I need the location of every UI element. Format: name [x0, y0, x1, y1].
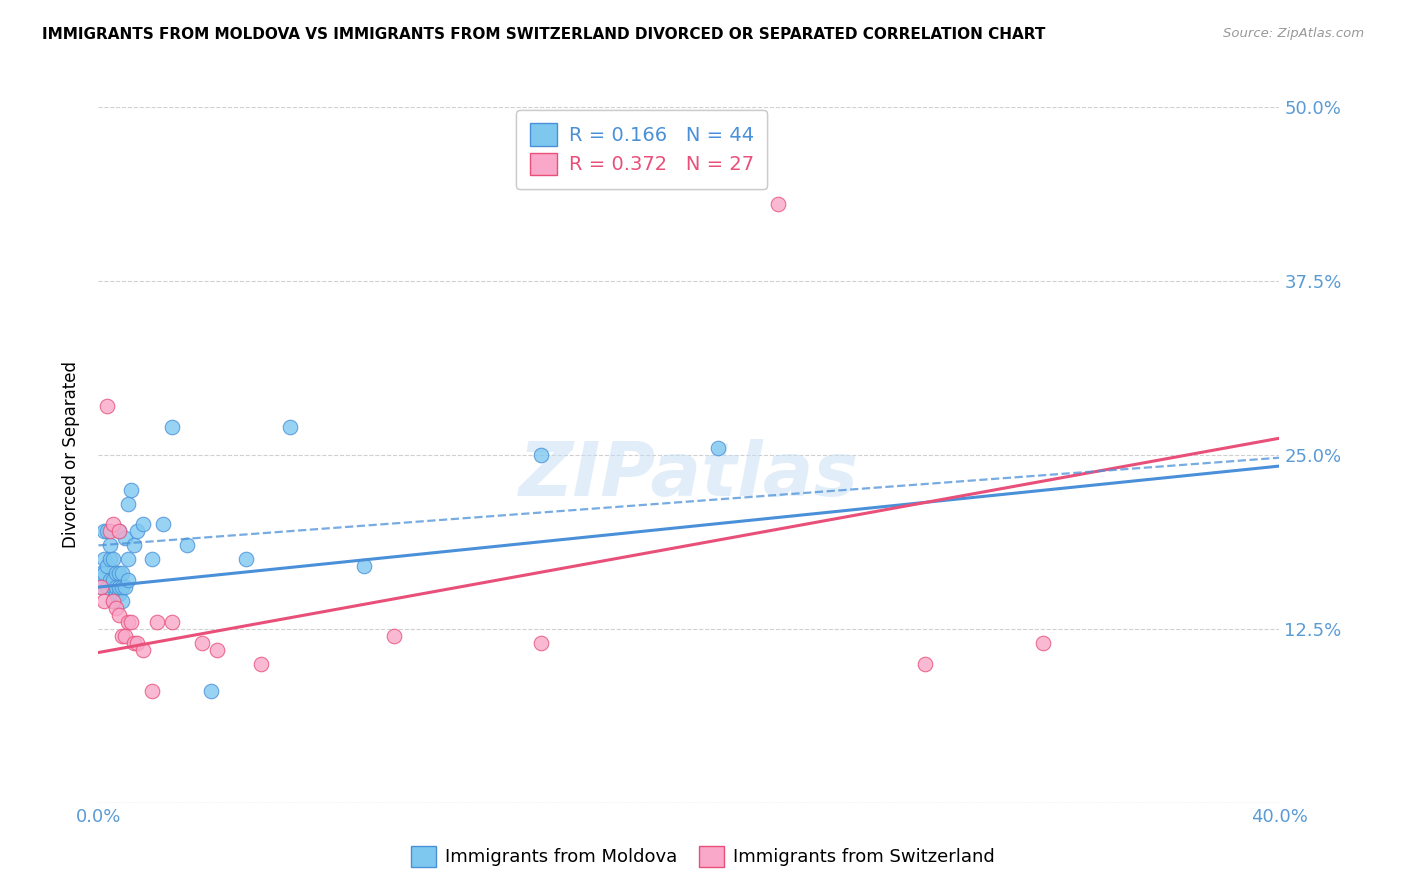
Point — [108, 607, 131, 622]
Point — [103, 552, 125, 566]
Point — [105, 587, 128, 601]
Point — [162, 420, 183, 434]
Legend: Immigrants from Moldova, Immigrants from Switzerland: Immigrants from Moldova, Immigrants from… — [404, 838, 1002, 874]
Point — [117, 573, 139, 587]
Point — [98, 573, 121, 587]
Point — [103, 594, 125, 608]
Point — [90, 566, 112, 581]
Point — [93, 566, 115, 581]
Point — [122, 636, 145, 650]
Point — [105, 566, 128, 581]
Point — [141, 552, 163, 566]
Point — [108, 580, 131, 594]
Point — [96, 580, 118, 594]
Point — [353, 559, 375, 574]
Point — [111, 566, 134, 581]
Point — [146, 615, 169, 629]
Point — [122, 538, 145, 552]
Point — [108, 524, 131, 539]
Point — [1032, 636, 1054, 650]
Point — [205, 642, 228, 657]
Point — [114, 629, 136, 643]
Point — [103, 580, 125, 594]
Point — [96, 524, 118, 539]
Point — [111, 580, 134, 594]
Point — [117, 615, 139, 629]
Point — [96, 559, 118, 574]
Text: IMMIGRANTS FROM MOLDOVA VS IMMIGRANTS FROM SWITZERLAND DIVORCED OR SEPARATED COR: IMMIGRANTS FROM MOLDOVA VS IMMIGRANTS FR… — [42, 27, 1046, 42]
Point — [93, 594, 115, 608]
Point — [111, 629, 134, 643]
Point — [162, 615, 183, 629]
Point — [707, 441, 730, 455]
Point — [120, 615, 142, 629]
Point — [105, 580, 128, 594]
Point — [105, 601, 128, 615]
Point — [235, 552, 257, 566]
Point — [125, 636, 148, 650]
Point — [191, 636, 214, 650]
Point — [117, 552, 139, 566]
Point — [103, 594, 125, 608]
Point — [111, 594, 134, 608]
Point — [96, 399, 118, 413]
Point — [90, 580, 112, 594]
Point — [117, 497, 139, 511]
Point — [250, 657, 273, 671]
Point — [125, 524, 148, 539]
Point — [103, 573, 125, 587]
Point — [93, 524, 115, 539]
Point — [114, 580, 136, 594]
Point — [176, 538, 198, 552]
Point — [152, 517, 174, 532]
Point — [98, 524, 121, 539]
Legend: R = 0.166   N = 44, R = 0.372   N = 27: R = 0.166 N = 44, R = 0.372 N = 27 — [516, 110, 768, 189]
Text: ZIPatlas: ZIPatlas — [519, 439, 859, 512]
Point — [766, 197, 789, 211]
Point — [382, 629, 405, 643]
Point — [90, 580, 112, 594]
Point — [108, 566, 131, 581]
Point — [103, 517, 125, 532]
Text: Source: ZipAtlas.com: Source: ZipAtlas.com — [1223, 27, 1364, 40]
Y-axis label: Divorced or Separated: Divorced or Separated — [62, 361, 80, 549]
Point — [141, 684, 163, 698]
Point — [98, 538, 121, 552]
Point — [278, 420, 302, 434]
Point — [108, 524, 131, 539]
Point — [98, 552, 121, 566]
Point — [120, 483, 142, 497]
Point — [114, 532, 136, 546]
Point — [108, 587, 131, 601]
Point — [132, 642, 155, 657]
Point — [530, 448, 553, 462]
Point — [93, 552, 115, 566]
Point — [914, 657, 936, 671]
Point — [132, 517, 155, 532]
Point — [200, 684, 222, 698]
Point — [530, 636, 553, 650]
